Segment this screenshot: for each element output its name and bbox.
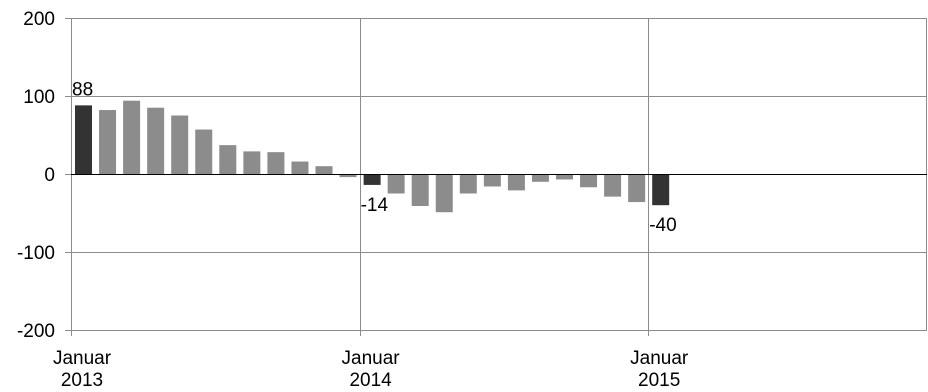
y-tick-label: -100 bbox=[17, 243, 55, 264]
bar-highlight bbox=[75, 105, 92, 174]
bar bbox=[219, 145, 237, 174]
bar bbox=[99, 110, 117, 174]
y-tick-label: -200 bbox=[17, 321, 55, 342]
bar bbox=[147, 107, 165, 174]
bar bbox=[628, 174, 646, 203]
y-tick-label: 200 bbox=[23, 9, 55, 30]
bar bbox=[604, 174, 622, 197]
bar-highlight bbox=[652, 174, 670, 206]
bar bbox=[291, 161, 309, 174]
bar bbox=[556, 174, 573, 180]
bar bbox=[339, 174, 357, 178]
bar bbox=[507, 174, 525, 191]
bar bbox=[580, 174, 598, 188]
data-label: 88 bbox=[72, 79, 93, 100]
x-tick-label: Januar bbox=[53, 348, 112, 369]
y-tick-label: 0 bbox=[44, 165, 55, 186]
bar bbox=[435, 174, 453, 213]
x-tick-label: Januar bbox=[342, 348, 401, 369]
bar bbox=[411, 174, 429, 206]
x-tick-label: 2015 bbox=[638, 370, 680, 391]
y-tick-label: 100 bbox=[23, 87, 55, 108]
bar bbox=[267, 152, 285, 174]
bar bbox=[195, 129, 213, 174]
bar bbox=[243, 151, 261, 174]
bar bbox=[483, 174, 501, 187]
data-label: -14 bbox=[361, 195, 389, 216]
x-tick-label: 2014 bbox=[349, 370, 392, 391]
bar bbox=[123, 100, 141, 174]
bar bbox=[387, 174, 405, 194]
bar-highlight bbox=[363, 174, 381, 185]
x-tick-label: Januar bbox=[630, 348, 689, 369]
data-label: -40 bbox=[649, 215, 676, 236]
bar bbox=[459, 174, 477, 194]
bar bbox=[531, 174, 549, 182]
x-tick-label: 2013 bbox=[61, 370, 103, 391]
bar bbox=[171, 115, 189, 174]
bar bbox=[315, 166, 333, 174]
